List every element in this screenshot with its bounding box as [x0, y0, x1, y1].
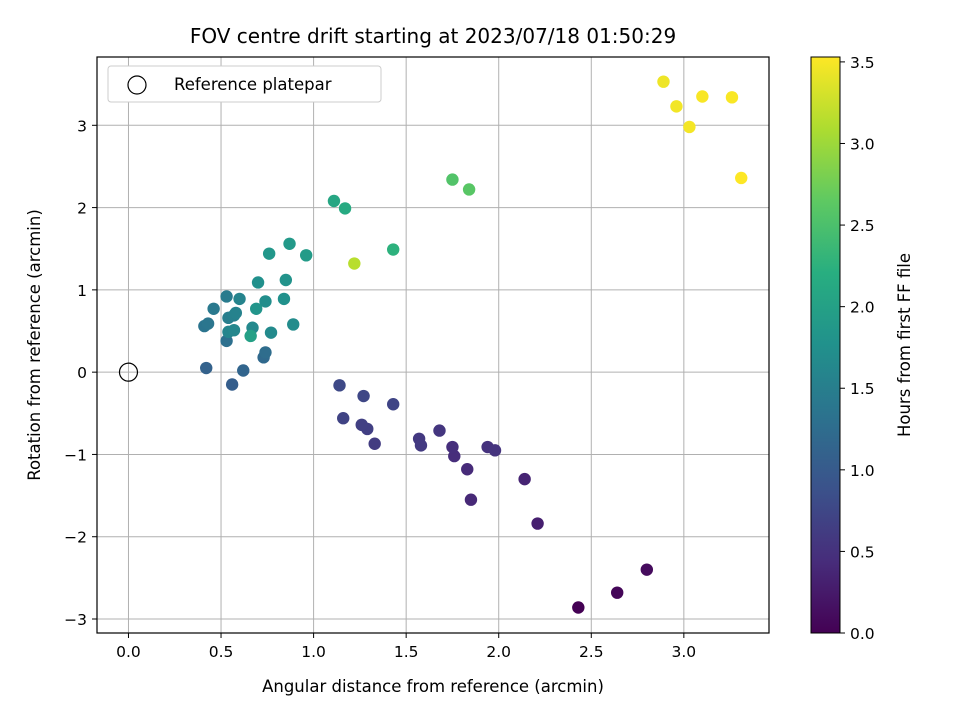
- y-tick-label: 2: [77, 200, 87, 218]
- scatter-point: [327, 194, 341, 208]
- scatter-point: [338, 202, 352, 215]
- colorbar-tick-label: 3.0: [850, 135, 875, 153]
- scatter-point: [386, 398, 400, 411]
- scatter-point: [207, 302, 220, 315]
- scatter-point: [640, 563, 654, 576]
- scatter-point: [462, 183, 476, 196]
- scatter-point: [201, 317, 215, 330]
- scatter-point: [227, 323, 241, 337]
- scatter-point: [735, 171, 748, 185]
- colorbar-tick-label: 1.5: [850, 380, 875, 398]
- colorbar-tick-label: 3.5: [850, 54, 875, 72]
- colorbar: 0.0 0.5 1.0 1.5 2.0 2.5 3.0 3.5 Hours from firs…: [810, 54, 914, 643]
- y-tick-label: 0: [77, 364, 87, 382]
- scatter-point: [333, 379, 346, 392]
- scatter-point: [446, 440, 459, 454]
- scatter-point: [657, 75, 670, 88]
- reference-layer: [118, 362, 139, 382]
- scatter-point: [696, 90, 709, 103]
- reference-platepar-marker: [118, 362, 139, 382]
- scatter-point: [355, 418, 368, 432]
- scatter-point: [259, 346, 272, 359]
- scatter-point: [572, 601, 585, 614]
- x-tick-label: 0.5: [209, 643, 234, 661]
- x-tick-label: 2.5: [579, 643, 604, 661]
- scatter-point: [233, 292, 246, 306]
- scatter-point: [262, 247, 276, 260]
- scatter-point: [368, 437, 381, 450]
- x-tick-label: 2.0: [486, 643, 511, 661]
- scatter-point: [683, 120, 696, 134]
- scatter-point: [264, 326, 278, 339]
- scatter-point: [464, 493, 478, 506]
- plot-frame: [96, 56, 770, 634]
- colorbar-ticks: 0.0 0.5 1.0 1.5 2.0 2.5 3.0 3.5: [840, 54, 875, 643]
- x-tick-label: 0.0: [116, 643, 141, 661]
- scatter-point: [337, 412, 350, 425]
- scatter-point: [200, 361, 213, 375]
- colorbar-tick-label: 0.0: [850, 625, 875, 643]
- x-ticks: 0.0 0.5 1.0 1.5 2.0 2.5 3.0: [116, 633, 696, 661]
- x-tick-label: 3.0: [672, 643, 697, 661]
- scatter-point: [518, 472, 531, 486]
- scatter-point: [531, 517, 544, 530]
- colorbar-tick-label: 1.0: [850, 462, 875, 480]
- scatter-point: [259, 295, 272, 308]
- colorbar-label: Hours from first FF file: [895, 253, 914, 437]
- x-tick-label: 1.5: [394, 643, 419, 661]
- legend: Reference platepar: [107, 65, 382, 103]
- scatter-point: [299, 249, 313, 262]
- x-axis-label: Angular distance from reference (arcmin): [262, 677, 604, 696]
- scatter-point: [277, 292, 291, 306]
- scatter-point: [386, 243, 400, 256]
- legend-box: [107, 65, 382, 103]
- y-ticks: −3 −2 −1 0 1 2 3: [64, 117, 97, 629]
- points-layer: [198, 75, 748, 614]
- scatter-point: [283, 237, 296, 250]
- scatter-point: [287, 318, 300, 331]
- scatter-point: [225, 378, 239, 391]
- scatter-point: [348, 257, 361, 270]
- y-tick-label: 3: [77, 117, 87, 135]
- scatter-point: [414, 439, 428, 452]
- scatter-point: [446, 173, 459, 186]
- scatter-point: [251, 276, 265, 289]
- colorbar-tick-label: 2.5: [850, 217, 875, 235]
- scatter-point: [670, 100, 683, 113]
- scatter-point: [610, 586, 624, 599]
- scatter-point: [237, 364, 250, 377]
- y-tick-label: −2: [64, 529, 87, 547]
- scatter-point: [461, 463, 474, 476]
- grid-layer: [97, 57, 769, 633]
- scatter-point: [725, 91, 739, 104]
- scatter-point: [488, 444, 502, 457]
- legend-marker: [127, 75, 147, 95]
- scatter-point: [220, 290, 233, 303]
- chart-title: FOV centre drift starting at 2023/07/18 …: [190, 24, 676, 48]
- scatter-point: [279, 273, 293, 287]
- y-tick-label: −3: [64, 611, 87, 629]
- y-tick-label: −1: [64, 446, 87, 464]
- colorbar-tick-label: 0.5: [850, 543, 875, 561]
- y-axis-label: Rotation from reference (arcmin): [25, 209, 44, 481]
- x-tick-label: 1.0: [301, 643, 326, 661]
- scatter-point: [244, 329, 257, 343]
- scatter-point: [357, 389, 370, 403]
- y-tick-label: 1: [77, 282, 87, 300]
- colorbar-gradient: [810, 56, 841, 634]
- legend-entry-label: Reference platepar: [174, 75, 332, 94]
- scatter-point: [250, 302, 263, 315]
- colorbar-tick-label: 2.0: [850, 299, 875, 317]
- scatter-point: [229, 306, 243, 320]
- scatter-point: [433, 424, 446, 437]
